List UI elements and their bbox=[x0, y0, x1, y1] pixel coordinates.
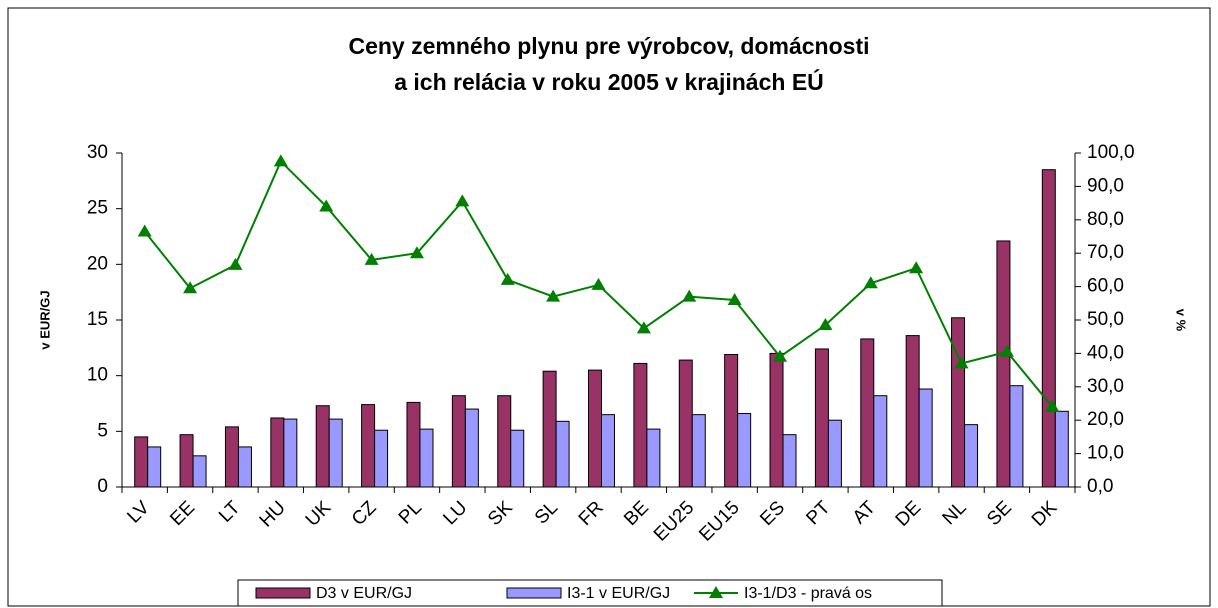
bar bbox=[134, 436, 149, 488]
legend-label: I3-1 v EUR/GJ bbox=[567, 585, 670, 602]
line-marker bbox=[319, 199, 334, 212]
y2-tick-label: 60,0 bbox=[1087, 276, 1124, 297]
bar bbox=[996, 240, 1011, 488]
line-marker bbox=[364, 252, 379, 265]
bar bbox=[315, 405, 330, 488]
y2-tick-label: 100,0 bbox=[1087, 142, 1135, 163]
bar bbox=[224, 426, 239, 488]
bar bbox=[237, 446, 252, 488]
bar bbox=[147, 446, 162, 488]
line-marker bbox=[455, 194, 470, 207]
line-marker bbox=[682, 289, 697, 302]
y2-axis-label: v % bbox=[1174, 309, 1189, 332]
bar bbox=[873, 395, 888, 488]
line-marker bbox=[500, 272, 515, 285]
bar bbox=[678, 359, 693, 488]
bar bbox=[601, 414, 615, 488]
bar bbox=[464, 408, 479, 488]
bar bbox=[1054, 410, 1069, 488]
bar bbox=[361, 404, 376, 488]
bar bbox=[419, 428, 434, 488]
bar bbox=[283, 418, 298, 488]
line-marker bbox=[591, 277, 606, 290]
y-tick-label: 25 bbox=[87, 198, 108, 219]
bar bbox=[782, 434, 797, 488]
y-tick-label: 5 bbox=[97, 420, 108, 441]
line-marker bbox=[999, 344, 1014, 357]
bar bbox=[646, 428, 661, 488]
bar bbox=[510, 429, 525, 488]
bar bbox=[555, 420, 570, 488]
line-marker bbox=[546, 289, 561, 302]
bar bbox=[691, 414, 706, 488]
y2-tick-label: 20,0 bbox=[1087, 409, 1124, 430]
y-tick-label: 30 bbox=[87, 142, 108, 163]
bar bbox=[737, 413, 752, 488]
y2-tick-label: 70,0 bbox=[1087, 242, 1124, 263]
bar bbox=[588, 369, 602, 488]
y-tick-label: 0 bbox=[97, 476, 108, 497]
bar bbox=[1041, 169, 1056, 488]
line-marker bbox=[727, 292, 742, 305]
y-tick-label: 20 bbox=[87, 253, 108, 274]
bar bbox=[964, 424, 979, 488]
line-marker bbox=[909, 261, 924, 274]
legend-swatch bbox=[255, 587, 311, 599]
line-marker bbox=[137, 224, 152, 237]
bar bbox=[769, 352, 784, 488]
bar bbox=[374, 429, 389, 488]
bar bbox=[192, 455, 207, 488]
line-marker bbox=[636, 321, 651, 334]
y2-tick-label: 0,0 bbox=[1087, 476, 1113, 497]
y2-tick-label: 80,0 bbox=[1087, 209, 1124, 230]
line-marker bbox=[273, 154, 288, 167]
line-marker bbox=[818, 318, 833, 331]
bar bbox=[827, 419, 842, 488]
bar bbox=[905, 335, 920, 488]
line-marker bbox=[773, 349, 788, 362]
bar bbox=[406, 401, 421, 488]
bar bbox=[497, 395, 512, 488]
bar bbox=[918, 388, 933, 488]
bar bbox=[451, 395, 466, 488]
bar bbox=[542, 370, 557, 488]
line-marker bbox=[183, 281, 198, 294]
chart-title: Ceny zemného plynu pre výrobcov, domácno… bbox=[348, 33, 869, 59]
chart-title: a ich relácia v roku 2005 v krajinách EÚ bbox=[394, 68, 824, 95]
y2-tick-label: 50,0 bbox=[1087, 309, 1124, 330]
bar bbox=[633, 362, 648, 488]
line-marker bbox=[863, 276, 878, 289]
legend-box bbox=[237, 579, 943, 607]
line-marker bbox=[409, 246, 424, 259]
bar bbox=[724, 354, 739, 488]
legend-label: I3-1/D3 - pravá os bbox=[744, 585, 872, 602]
bar bbox=[328, 418, 343, 488]
bar bbox=[814, 348, 829, 488]
bar bbox=[179, 434, 194, 488]
y2-tick-label: 90,0 bbox=[1087, 175, 1124, 196]
bar bbox=[860, 338, 875, 488]
y-axis-label: v EUR/GJ bbox=[37, 290, 52, 349]
legend-label: D3 v EUR/GJ bbox=[316, 585, 412, 602]
legend-swatch bbox=[709, 586, 723, 598]
bar bbox=[270, 417, 285, 488]
line-marker bbox=[228, 257, 243, 270]
y-tick-label: 15 bbox=[87, 309, 108, 330]
y2-tick-label: 40,0 bbox=[1087, 342, 1124, 363]
legend-swatch bbox=[506, 587, 562, 599]
y2-tick-label: 30,0 bbox=[1087, 376, 1124, 397]
line-marker bbox=[954, 356, 969, 369]
line-marker bbox=[1045, 399, 1060, 412]
y-tick-label: 10 bbox=[87, 365, 108, 386]
bar bbox=[1009, 385, 1024, 488]
bar bbox=[951, 317, 966, 488]
y2-tick-label: 10,0 bbox=[1087, 443, 1124, 464]
